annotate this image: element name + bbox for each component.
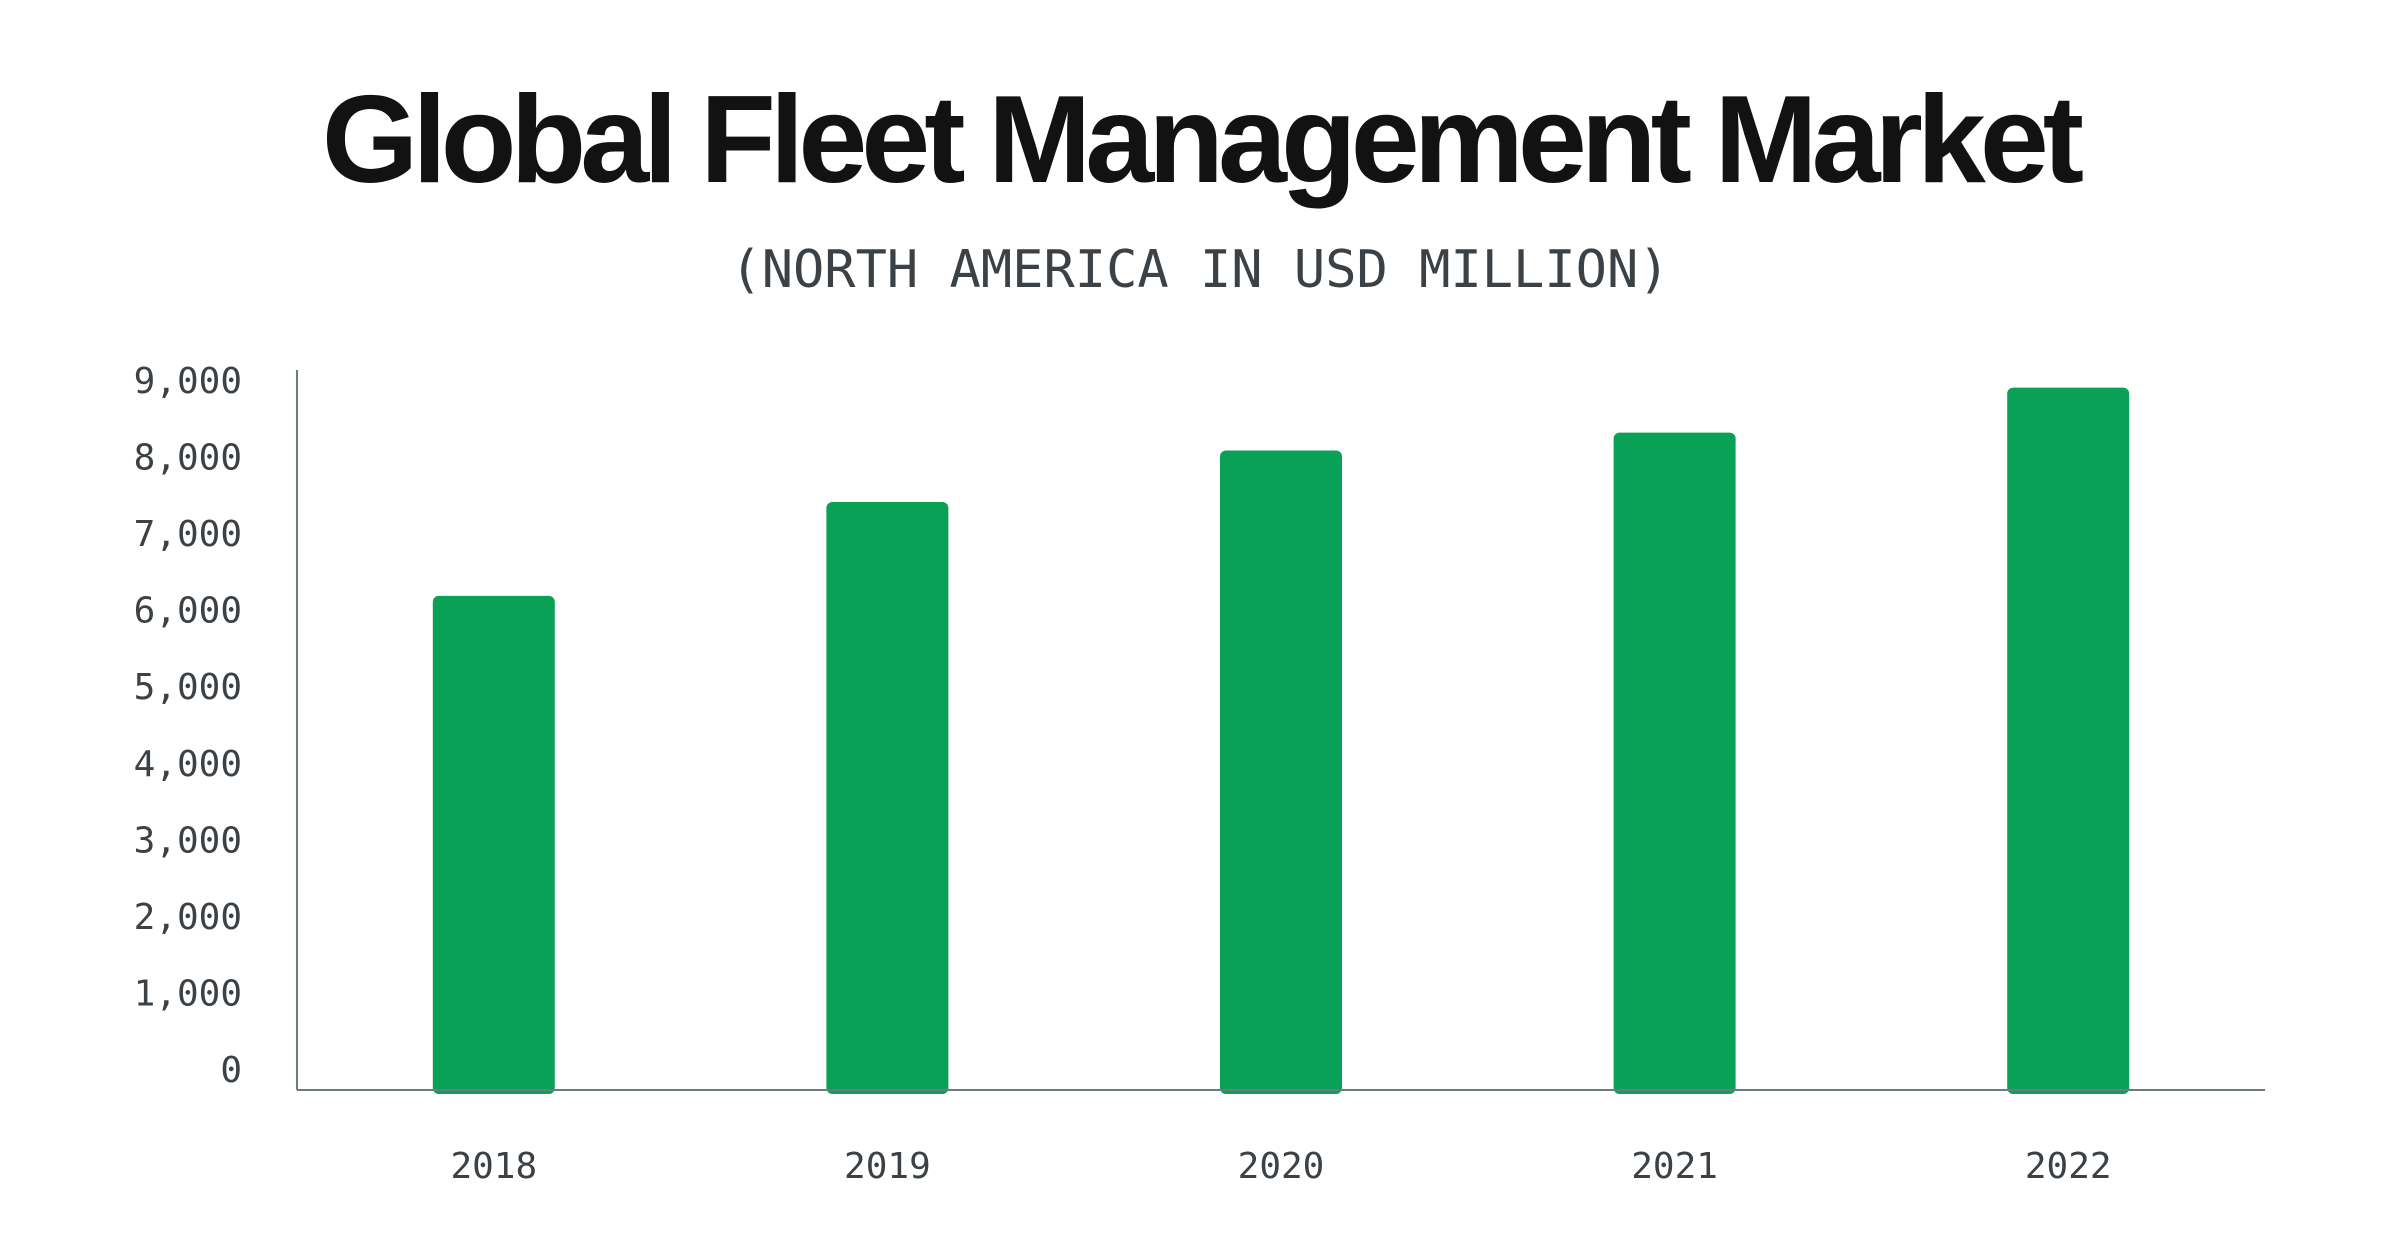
y-tick-label: 3,000 — [134, 820, 242, 861]
chart-subtitle: (NORTH AMERICA IN USD MILLION) — [730, 240, 1670, 300]
y-tick-label: 5,000 — [134, 667, 242, 708]
chart-title: Global Fleet Management Market — [321, 71, 2084, 209]
y-tick-label: 2,000 — [134, 897, 242, 938]
bar-2018 — [432, 595, 555, 1094]
bar-2022 — [2007, 387, 2130, 1095]
x-tick-label: 2022 — [2025, 1146, 2112, 1187]
y-tick-label: 9,000 — [134, 361, 242, 402]
bar-2021 — [1613, 432, 1736, 1094]
y-tick-label: 7,000 — [134, 514, 242, 555]
bar-2019 — [826, 502, 949, 1094]
y-tick-label: 4,000 — [134, 744, 242, 785]
x-tick-label: 2020 — [1238, 1146, 1325, 1187]
x-axis-tick-labels: 2018 2019 2020 2021 2022 — [450, 1146, 2111, 1187]
y-tick-label: 0 — [220, 1050, 242, 1091]
bar-2020 — [1220, 450, 1342, 1094]
y-tick-label: 6,000 — [134, 591, 242, 632]
x-tick-label: 2021 — [1631, 1146, 1718, 1187]
bars — [432, 387, 2130, 1095]
y-tick-label: 8,000 — [134, 438, 242, 479]
x-tick-label: 2018 — [450, 1146, 537, 1187]
x-tick-label: 2019 — [844, 1146, 931, 1187]
y-tick-label: 1,000 — [134, 973, 242, 1014]
y-axis-tick-labels: 0 1,000 2,000 3,000 4,000 5,000 6,000 7,000 8,00… — [134, 361, 242, 1091]
